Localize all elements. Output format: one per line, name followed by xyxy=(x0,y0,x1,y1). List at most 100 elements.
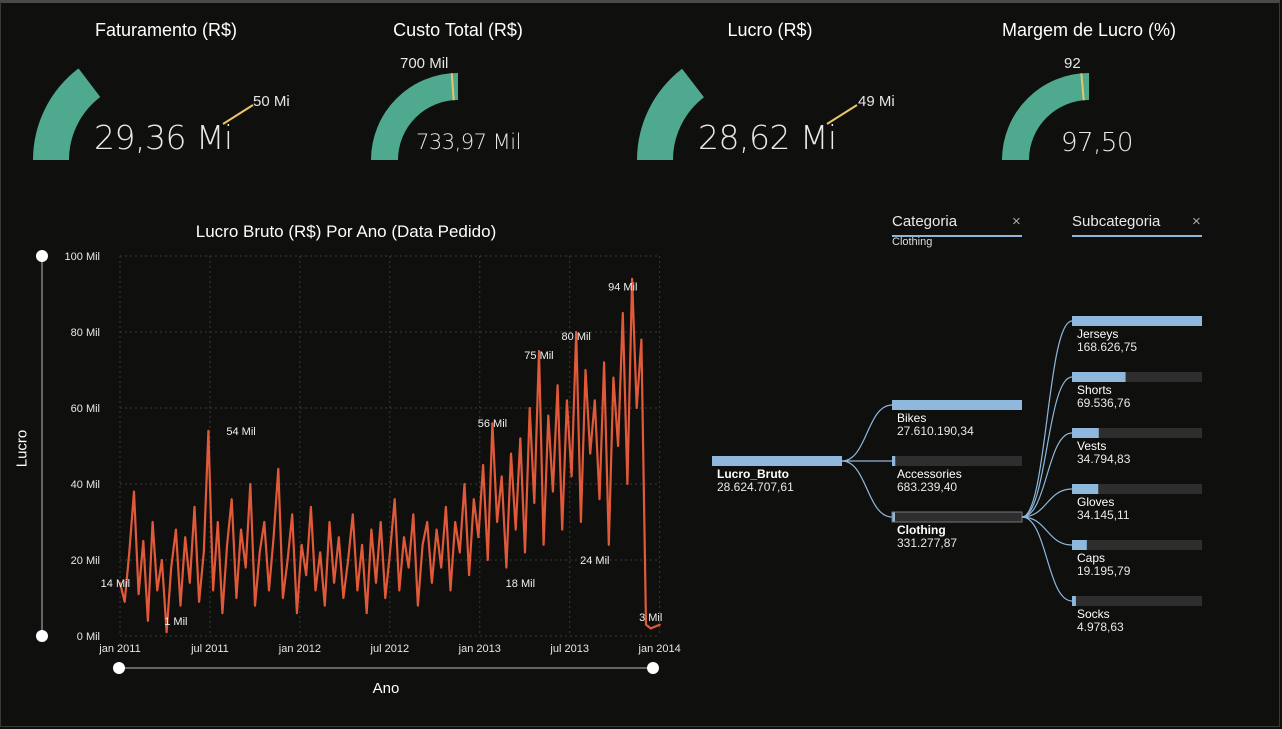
data-point[interactable] xyxy=(156,589,159,592)
data-point[interactable] xyxy=(449,589,452,592)
data-point[interactable] xyxy=(542,544,545,546)
data-point[interactable] xyxy=(296,612,298,614)
data-point[interactable] xyxy=(589,452,591,455)
data-point[interactable] xyxy=(556,384,559,386)
tree-category-bar[interactable] xyxy=(892,400,1022,410)
data-point[interactable] xyxy=(477,536,480,538)
data-point[interactable] xyxy=(463,483,466,485)
data-point[interactable] xyxy=(254,604,256,607)
gauge-custo-total[interactable]: Custo Total (R$) 733,97 Mil 700 Mil xyxy=(308,0,608,190)
data-point[interactable] xyxy=(570,475,573,478)
gauge-faturamento[interactable]: Faturamento (R$) 29,36 Mi 50 Mi xyxy=(16,0,316,190)
data-point[interactable] xyxy=(193,506,196,508)
data-point[interactable] xyxy=(230,498,233,501)
close-icon[interactable]: × xyxy=(1192,213,1201,230)
slider-handle[interactable] xyxy=(647,662,659,674)
data-point[interactable] xyxy=(445,506,447,508)
data-point[interactable] xyxy=(151,521,154,523)
data-point[interactable] xyxy=(119,582,121,584)
data-point[interactable] xyxy=(561,528,564,531)
tree-category-bar[interactable] xyxy=(892,456,896,466)
data-point[interactable] xyxy=(142,540,145,542)
data-point[interactable] xyxy=(547,414,550,417)
data-point[interactable] xyxy=(524,551,526,554)
tree-subcategory-bar-bg[interactable] xyxy=(1072,428,1202,438)
data-point[interactable] xyxy=(580,521,582,523)
data-point[interactable] xyxy=(421,544,424,546)
data-point[interactable] xyxy=(645,623,647,626)
data-point[interactable] xyxy=(351,513,354,516)
tree-subcategory-bar-bg[interactable] xyxy=(1072,316,1202,326)
slider-handle[interactable] xyxy=(113,662,125,674)
data-point[interactable] xyxy=(538,350,540,352)
data-point[interactable] xyxy=(240,528,242,531)
data-point[interactable] xyxy=(277,468,280,470)
data-point[interactable] xyxy=(505,566,508,569)
data-point[interactable] xyxy=(235,597,238,599)
tree-subcategory-bar-bg[interactable] xyxy=(1072,596,1202,606)
data-point[interactable] xyxy=(552,490,554,493)
data-point[interactable] xyxy=(328,521,331,523)
tree-subcategory-bar[interactable] xyxy=(1072,540,1087,550)
data-point[interactable] xyxy=(342,597,345,599)
tree-subcategory-bar-bg[interactable] xyxy=(1072,484,1202,494)
data-point[interactable] xyxy=(454,521,456,523)
data-point[interactable] xyxy=(310,506,312,508)
data-point[interactable] xyxy=(435,528,438,531)
data-point[interactable] xyxy=(147,620,149,622)
data-point[interactable] xyxy=(207,430,210,432)
data-point[interactable] xyxy=(202,551,205,554)
data-point[interactable] xyxy=(389,551,391,554)
data-point[interactable] xyxy=(431,582,433,584)
data-point[interactable] xyxy=(337,536,340,538)
gauge-margem[interactable]: Margem de Lucro (%) 97,50 92 xyxy=(939,0,1239,190)
data-point[interactable] xyxy=(607,544,610,546)
data-point[interactable] xyxy=(412,513,415,516)
data-point[interactable] xyxy=(165,631,168,633)
data-point[interactable] xyxy=(384,597,387,599)
tree-subcategory-bar[interactable] xyxy=(1072,428,1099,438)
data-point[interactable] xyxy=(598,498,601,501)
data-point[interactable] xyxy=(626,483,629,485)
data-point[interactable] xyxy=(133,490,135,493)
data-point[interactable] xyxy=(170,566,173,569)
slider-handle[interactable] xyxy=(36,250,48,262)
close-icon[interactable]: × xyxy=(1012,213,1021,230)
tree-subcategory-bar-bg[interactable] xyxy=(1072,372,1202,382)
data-point[interactable] xyxy=(510,452,512,455)
data-point[interactable] xyxy=(491,422,494,424)
data-point[interactable] xyxy=(258,551,261,554)
slider-handle[interactable] xyxy=(36,630,48,642)
data-point[interactable] xyxy=(379,521,382,523)
data-point[interactable] xyxy=(496,521,498,523)
data-point[interactable] xyxy=(417,604,419,607)
data-point[interactable] xyxy=(500,475,503,478)
tree-header-categoria[interactable]: Categoria × xyxy=(892,213,1022,237)
data-point[interactable] xyxy=(314,589,317,592)
data-point[interactable] xyxy=(486,559,489,561)
data-point[interactable] xyxy=(370,528,373,531)
data-point[interactable] xyxy=(184,536,186,538)
data-point[interactable] xyxy=(533,502,536,504)
data-point[interactable] xyxy=(514,528,517,531)
data-point[interactable] xyxy=(584,369,587,371)
data-point[interactable] xyxy=(519,437,522,440)
data-point[interactable] xyxy=(356,589,359,592)
data-point[interactable] xyxy=(161,559,163,561)
data-point[interactable] xyxy=(300,544,303,546)
data-point[interactable] xyxy=(640,338,643,341)
data-point[interactable] xyxy=(305,574,308,576)
data-point[interactable] xyxy=(361,544,363,546)
data-point[interactable] xyxy=(123,601,126,603)
data-point[interactable] xyxy=(249,483,252,485)
tree-subcategory-bar[interactable] xyxy=(1072,596,1076,606)
data-point[interactable] xyxy=(244,566,247,569)
data-point[interactable] xyxy=(263,521,266,523)
data-point[interactable] xyxy=(286,559,289,561)
data-point[interactable] xyxy=(617,445,619,447)
data-point[interactable] xyxy=(482,464,484,466)
data-point[interactable] xyxy=(198,601,200,603)
data-point[interactable] xyxy=(654,625,657,628)
tree-subcategory-bar[interactable] xyxy=(1072,316,1202,326)
data-point[interactable] xyxy=(426,521,429,523)
